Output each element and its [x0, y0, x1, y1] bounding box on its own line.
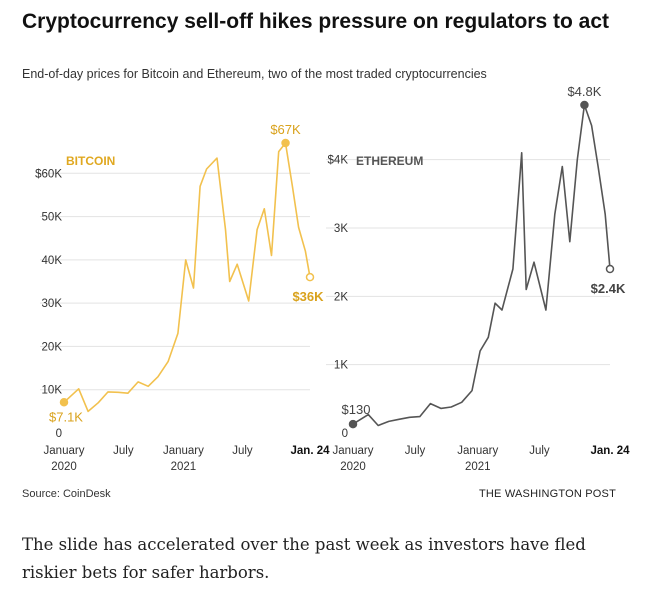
y-tick-label: $4K: [328, 155, 349, 167]
y-tick-label: 50K: [42, 212, 63, 224]
annotation-label: $4.8K: [567, 84, 601, 99]
annotation-dot: [348, 419, 358, 429]
annotation-label: $130: [342, 402, 371, 417]
y-tick-label: 0: [56, 428, 62, 440]
publisher-credit: THE WASHINGTON POST: [478, 488, 616, 500]
crypto-price-charts: 0 10K 20K 30K 40K 50K $60K January 2020 July Janua…: [35, 84, 631, 473]
series-label: BITCOIN: [66, 154, 115, 168]
x-tick-label: 2021: [465, 461, 491, 473]
annotation-label: $36K: [292, 289, 324, 304]
x-tick-label: July: [529, 445, 550, 457]
y-tick-label: 10K: [42, 385, 63, 397]
y-tick-label: 2K: [334, 291, 348, 303]
x-tick-label: 2021: [171, 461, 197, 473]
x-tick-label: January: [44, 445, 85, 457]
annotation-dot: [305, 272, 315, 282]
price-line: [352, 104, 611, 427]
y-tick-label: 3K: [334, 223, 348, 235]
annotation-label: $67K: [270, 122, 301, 137]
annotation-dot: [605, 264, 615, 274]
x-tick-label: January: [457, 445, 498, 457]
y-tick-label: 20K: [42, 341, 63, 353]
headline: Cryptocurrency sell-off hikes pressure o…: [22, 10, 609, 33]
y-tick-label: 40K: [42, 255, 63, 267]
subtitle: End-of-day prices for Bitcoin and Ethere…: [22, 67, 487, 81]
y-tick-label: $60K: [35, 168, 62, 180]
y-tick-label: 0: [342, 428, 348, 440]
y-tick-label: 30K: [42, 298, 63, 310]
source-note: Source: CoinDesk: [22, 488, 111, 500]
x-tick-label: January: [333, 445, 374, 457]
series-label: ETHEREUM: [356, 154, 423, 168]
price-line: [63, 142, 311, 413]
article-body: The slide has accelerated over the past …: [22, 535, 586, 582]
x-tick-label: July: [113, 445, 134, 457]
annotation-dot: [281, 138, 290, 148]
annotation-dot: [59, 398, 69, 407]
x-tick-label: July: [232, 445, 253, 457]
x-tick-label: January: [163, 445, 204, 457]
annotation-label: $2.4K: [591, 281, 626, 296]
x-tick-label: 2020: [51, 461, 77, 473]
annotation-label: $7.1K: [49, 409, 83, 424]
y-tick-label: 1K: [334, 360, 348, 372]
annotation-dot: [580, 100, 589, 110]
x-tick-label: Jan. 24: [291, 445, 331, 457]
x-tick-label: Jan. 24: [591, 445, 631, 457]
x-tick-label: July: [405, 445, 426, 457]
x-tick-label: 2020: [340, 461, 366, 473]
